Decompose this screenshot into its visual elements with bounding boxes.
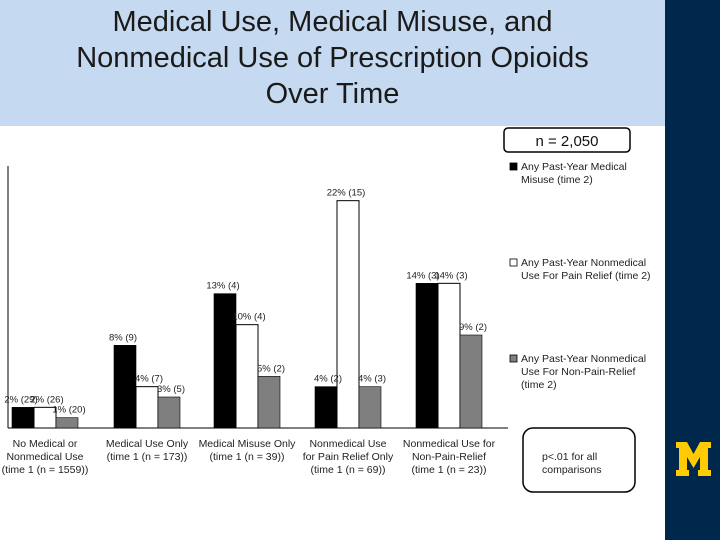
category-label-1-line-2: Nonmedical Use — [6, 451, 83, 463]
bar-4-series-2 — [336, 200, 360, 429]
category-label-1-line-3: (time 1 (n = 1559)) — [2, 464, 89, 476]
legend-label-series-1-line-1: Any Past-Year Medical — [521, 161, 627, 173]
value-label-1-series-1: 2% (29) — [4, 394, 37, 405]
category-label-1-line-1: No Medical or — [13, 438, 78, 450]
bar-1-series-3 — [55, 417, 79, 429]
bar-5-series-1 — [415, 283, 439, 429]
bar-2-series-1 — [113, 345, 137, 429]
value-labels-layer: 2% (29)2% (26)1% (20) 8% (9) 4% (7)3% (5) 1… — [4, 188, 487, 416]
category-label-3-line-2: (time 1 (n = 39)) — [210, 451, 285, 463]
bar-chart: 2% (29)2% (26)1% (20) 8% (9) 4% (7)3% (5) 1… — [2, 127, 651, 493]
category-label-4-line-1: Nonmedical Use — [309, 438, 386, 450]
note-box: p<.01 for all comparisons — [522, 427, 636, 493]
value-label-4-series-2: 22% (15) — [327, 188, 366, 199]
bar-2-series-2 — [135, 386, 159, 429]
category-label-4-line-3: (time 1 (n = 69)) — [311, 464, 386, 476]
legend-label-series-2-line-1: Any Past-Year Nonmedical — [521, 257, 646, 269]
category-label-4-line-2: for Pain Relief Only — [303, 451, 394, 463]
legend-swatch-series-1 — [509, 162, 518, 171]
value-label-4-series-1: 4% (2) — [314, 374, 342, 385]
category-label-3-line-1: Medical Misuse Only — [199, 438, 297, 450]
legend-label-series-3-line-3: (time 2) — [521, 379, 557, 391]
value-label-3-series-2: 10% (4) — [232, 312, 265, 323]
category-label-5-line-1: Nonmedical Use for — [403, 438, 496, 450]
legend-label-series-3-line-1: Any Past-Year Nonmedical — [521, 353, 646, 365]
category-label-2-line-1: Medical Use Only — [106, 438, 189, 450]
value-label-2-series-2: 4% (7) — [135, 374, 163, 385]
value-label-3-series-3: 5% (2) — [257, 363, 285, 374]
legend-swatch-series-2 — [509, 258, 518, 267]
category-label-2-line-2: (time 1 (n = 173)) — [107, 451, 188, 463]
slide-title: Medical Use, Medical Misuse, and Nonmedi… — [0, 4, 665, 112]
title-line-1: Medical Use, Medical Misuse, and — [112, 6, 553, 38]
category-label-5-line-2: Non-Pain-Relief — [412, 451, 486, 463]
bar-3-series-3 — [257, 376, 281, 429]
value-label-1-series-3: 1% (20) — [52, 405, 85, 416]
value-label-2-series-3: 3% (5) — [157, 384, 185, 395]
value-label-5-series-2: 14% (3) — [434, 270, 467, 281]
value-label-4-series-3: 4% (3) — [358, 374, 386, 385]
category-label-5-line-3: (time 1 (n = 23)) — [412, 464, 487, 476]
bar-5-series-3 — [459, 334, 483, 429]
bar-3-series-2 — [235, 324, 259, 429]
legend-label-series-1-line-2: Misuse (time 2) — [521, 174, 593, 186]
value-label-3-series-1: 13% (4) — [206, 281, 239, 292]
title-line-3: Over Time — [265, 78, 400, 110]
sample-size-label: n = 2,050 — [536, 133, 599, 150]
legend-label-series-3-line-2: Use For Non-Pain-Relief — [521, 366, 635, 378]
note-line-2: comparisons — [542, 464, 602, 476]
sample-size-frame — [503, 127, 631, 153]
note-frame — [522, 427, 636, 493]
bar-1-series-1 — [11, 407, 35, 429]
legend-swatch-series-3 — [509, 354, 518, 363]
bars-layer — [11, 200, 483, 429]
value-label-5-series-3: 9% (2) — [459, 322, 487, 333]
block-m-logo-icon — [667, 430, 720, 488]
legend-label-series-2-line-2: Use For Pain Relief (time 2) — [521, 270, 651, 282]
value-label-2-series-1: 8% (9) — [109, 332, 137, 343]
bar-4-series-1 — [314, 386, 338, 429]
title-band — [0, 0, 665, 126]
sample-size-box: n = 2,050 — [503, 127, 631, 153]
bar-5-series-2 — [437, 282, 461, 429]
value-label-5-series-1: 14% (3) — [406, 270, 439, 281]
title-line-2: Nonmedical Use of Prescription Opioids — [76, 42, 589, 74]
value-label-1-series-2: 2% (26) — [30, 394, 63, 405]
bar-4-series-3 — [358, 386, 382, 429]
bar-2-series-3 — [157, 396, 181, 429]
note-line-1: p<.01 for all — [542, 451, 597, 463]
